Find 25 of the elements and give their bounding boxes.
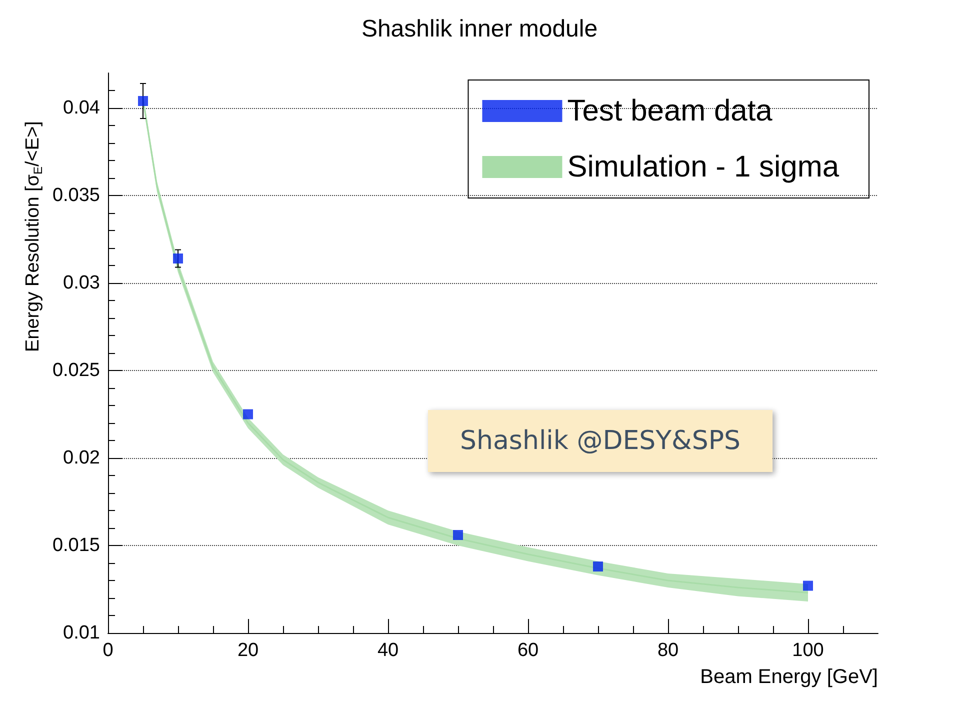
chart-title: Shashlik inner module bbox=[361, 16, 598, 42]
x-tick-label: 20 bbox=[237, 640, 259, 661]
x-tick-label: 0 bbox=[102, 640, 114, 661]
annotation: Shashlik @DESY&SPS bbox=[460, 426, 741, 456]
point bbox=[593, 562, 603, 572]
x-axis-title: Beam Energy [GeV] bbox=[700, 666, 878, 688]
legend-label: Simulation - 1 sigma bbox=[567, 150, 840, 184]
y-tick-label: 0.025 bbox=[52, 360, 100, 381]
y-tick-label: 0.02 bbox=[63, 448, 100, 468]
point bbox=[138, 96, 148, 106]
y-tick-label: 0.015 bbox=[52, 535, 100, 556]
y-tick-label: 0.01 bbox=[63, 622, 100, 644]
x-tick-label: 80 bbox=[657, 640, 679, 661]
legend-label: Test beam data bbox=[567, 94, 773, 128]
x-tick-label: 100 bbox=[792, 640, 824, 661]
x-tick-label: 60 bbox=[517, 640, 539, 661]
y-axis-title: Energy Resolution [σE/<E>] bbox=[22, 121, 45, 352]
y-tick-label: 0.04 bbox=[63, 98, 100, 118]
y-tick-label: 0.035 bbox=[52, 185, 100, 206]
x-tick-label: 40 bbox=[377, 640, 399, 661]
point bbox=[243, 409, 253, 420]
point bbox=[453, 530, 463, 540]
point bbox=[173, 254, 183, 264]
y-tick-label: 0.03 bbox=[63, 272, 100, 294]
point bbox=[803, 580, 813, 591]
